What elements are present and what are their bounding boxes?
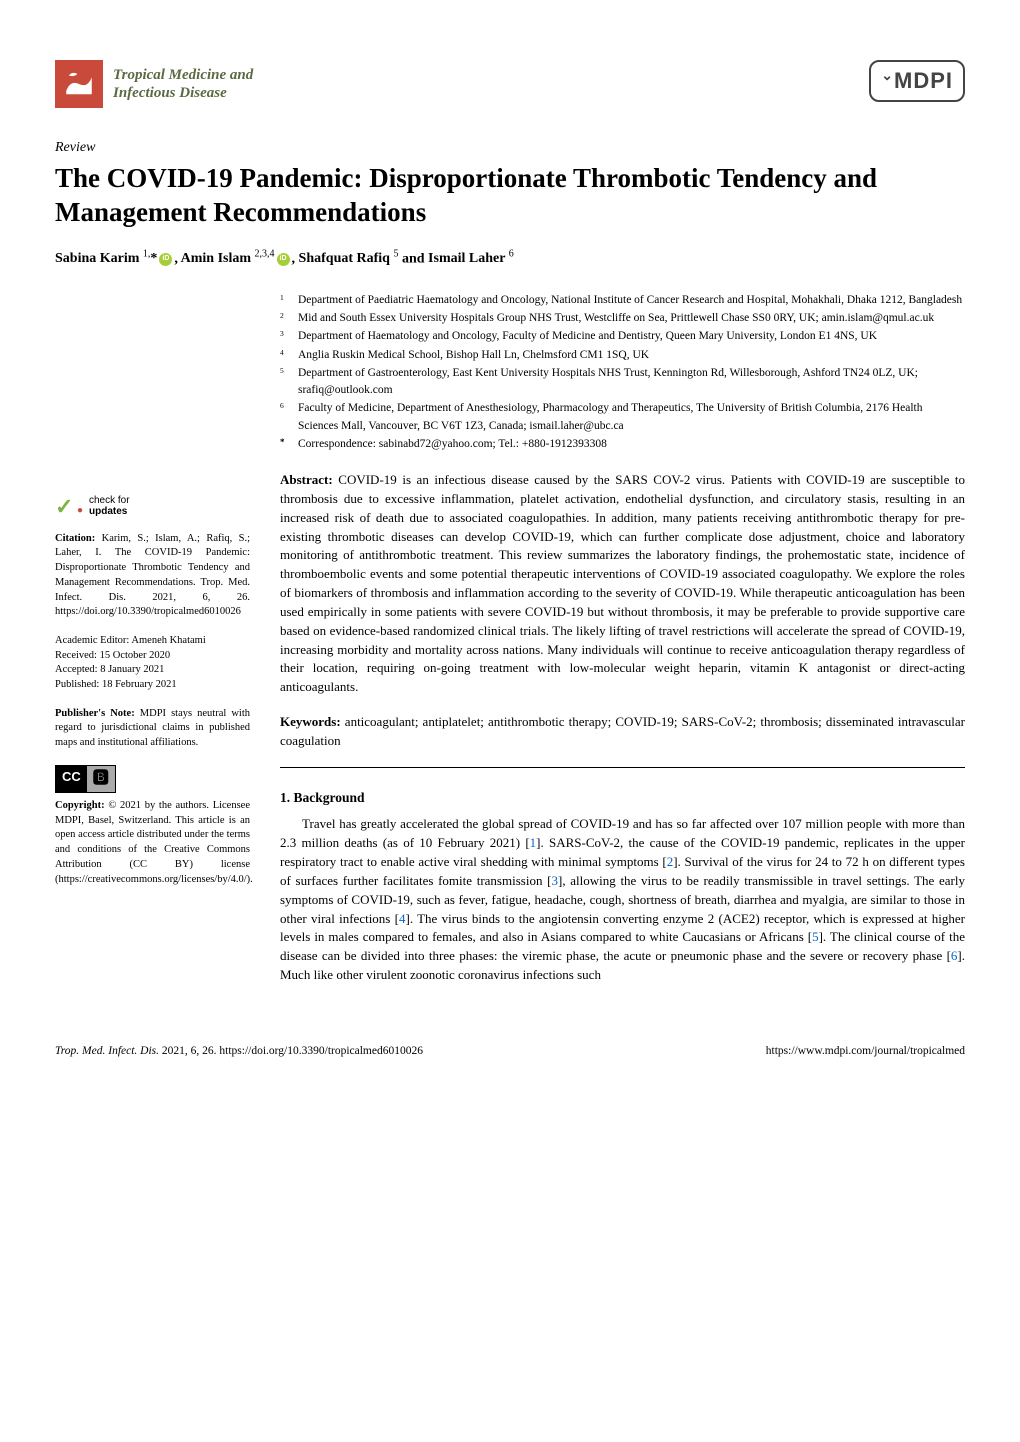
reference-link[interactable]: 3 (551, 873, 558, 888)
affiliation: 6Faculty of Medicine, Department of Anes… (280, 400, 965, 435)
abstract-text: COVID-19 is an infectious disease caused… (280, 472, 965, 694)
author: Sabina Karim 1,* (55, 251, 157, 266)
editor-name: Ameneh Khatami (131, 635, 205, 646)
footer-right[interactable]: https://www.mdpi.com/journal/tropicalmed (766, 1043, 965, 1060)
abstract-label: Abstract: (280, 472, 333, 487)
footer-citation: 2021, 6, 26. https://doi.org/10.3390/tro… (159, 1045, 423, 1057)
authors: Sabina Karim 1,*, Amin Islam 2,3,4, Shaf… (55, 248, 965, 270)
cc-by-icon[interactable]: CC🅱 (55, 765, 116, 793)
keywords: Keywords: anticoagulant; antiplatelet; a… (280, 713, 965, 751)
copyright-text: © 2021 by the authors. Licensee MDPI, Ba… (55, 800, 253, 884)
accepted-date: 8 January 2021 (100, 664, 164, 675)
article-title: The COVID-19 Pandemic: Disproportionate … (55, 162, 965, 230)
affiliation: *Correspondence: sabinabd72@yahoo.com; T… (280, 436, 965, 453)
publisher-note-block: Publisher's Note: MDPI stays neutral wit… (55, 707, 250, 751)
journal-name: Tropical Medicine and Infectious Disease (113, 66, 253, 102)
affiliations: 1Department of Paediatric Haematology an… (280, 292, 965, 453)
check-line2: updates (89, 506, 127, 517)
check-updates-badge[interactable]: check for updates (55, 492, 250, 520)
checkmark-icon (55, 492, 83, 520)
citation-text: Karim, S.; Islam, A.; Rafiq, S.; Laher, … (55, 533, 250, 617)
body-paragraph: Travel has greatly accelerated the globa… (280, 815, 965, 985)
note-label: Publisher's Note: (55, 708, 135, 719)
footer-left: Trop. Med. Infect. Dis. 2021, 6, 26. htt… (55, 1043, 423, 1060)
affiliation: 3Department of Haematology and Oncology,… (280, 328, 965, 345)
separator (280, 767, 965, 768)
editor-label: Academic Editor: (55, 635, 129, 646)
author: Ismail Laher 6 (428, 251, 514, 266)
received-date: 15 October 2020 (100, 650, 171, 661)
reference-link[interactable]: 4 (399, 911, 406, 926)
main-content: 1Department of Paediatric Haematology an… (280, 292, 965, 985)
abstract: Abstract: COVID-19 is an infectious dise… (280, 471, 965, 697)
journal-icon (55, 60, 103, 108)
publisher-logo: MDPI (869, 60, 965, 102)
citation-label: Citation: (55, 533, 95, 544)
journal-badge: Tropical Medicine and Infectious Disease (55, 60, 253, 108)
footer: Trop. Med. Infect. Dis. 2021, 6, 26. htt… (55, 1035, 965, 1060)
affiliation: 4Anglia Ruskin Medical School, Bishop Ha… (280, 347, 965, 364)
license-block: CC🅱 Copyright: © 2021 by the authors. Li… (55, 765, 250, 888)
reference-link[interactable]: 6 (951, 948, 958, 963)
author: Shafquat Rafiq 5 (299, 251, 399, 266)
dates-block: Academic Editor: Ameneh Khatami Received… (55, 634, 250, 693)
affiliation: 1Department of Paediatric Haematology an… (280, 292, 965, 309)
published-label: Published: (55, 679, 99, 690)
keywords-label: Keywords: (280, 714, 341, 729)
keywords-text: anticoagulant; antiplatelet; antithrombo… (280, 714, 965, 748)
reference-link[interactable]: 5 (812, 929, 819, 944)
footer-journal: Trop. Med. Infect. Dis. (55, 1045, 159, 1057)
journal-name-line2: Infectious Disease (113, 84, 253, 102)
section-heading: 1. Background (280, 788, 965, 808)
orcid-icon[interactable] (277, 253, 290, 266)
sidebar: check for updates Citation: Karim, S.; I… (55, 292, 250, 985)
affiliation: 5Department of Gastroenterology, East Ke… (280, 365, 965, 400)
article-type: Review (55, 138, 965, 158)
author: Amin Islam 2,3,4 (181, 251, 275, 266)
orcid-icon[interactable] (159, 253, 172, 266)
reference-link[interactable]: 1 (530, 835, 537, 850)
header: Tropical Medicine and Infectious Disease… (55, 60, 965, 108)
citation-block: Citation: Karim, S.; Islam, A.; Rafiq, S… (55, 532, 250, 620)
check-line1: check for (89, 495, 130, 506)
check-updates-text: check for updates (89, 495, 130, 517)
reference-link[interactable]: 2 (667, 854, 674, 869)
copyright-label: Copyright: (55, 800, 105, 811)
received-label: Received: (55, 650, 97, 661)
affiliation: 2Mid and South Essex University Hospital… (280, 310, 965, 327)
journal-name-line1: Tropical Medicine and (113, 66, 253, 84)
published-date: 18 February 2021 (102, 679, 177, 690)
accepted-label: Accepted: (55, 664, 98, 675)
